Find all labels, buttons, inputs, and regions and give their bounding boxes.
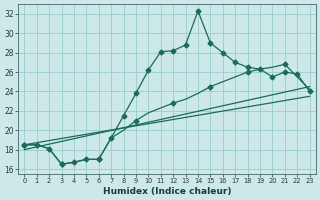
X-axis label: Humidex (Indice chaleur): Humidex (Indice chaleur) <box>103 187 231 196</box>
